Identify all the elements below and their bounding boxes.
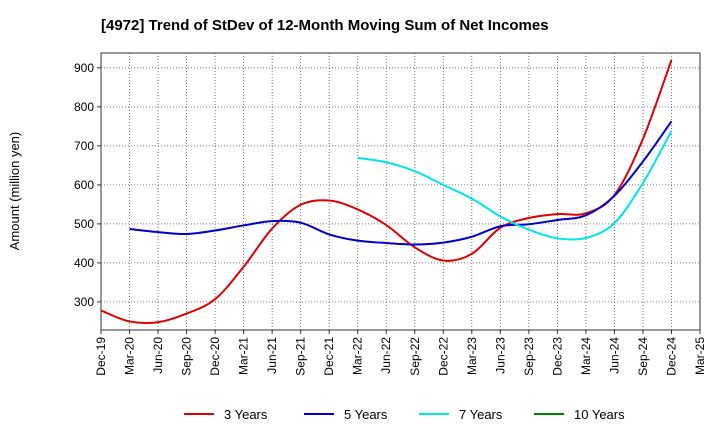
y-tick-label: 600 [74,178,94,192]
x-tick-label: Mar-20 [123,337,137,375]
x-axis: Dec-19 Mar-20 Jun-20 Sep-20 Dec-20 Mar-21 Jun-… [94,330,707,376]
x-tick-label: Mar-22 [351,337,365,375]
x-tick-label: Dec-22 [436,337,450,376]
x-tick-label: Sep-22 [408,337,422,376]
x-tick-label: Mar-24 [579,337,593,375]
chart-title: [4972] Trend of StDev of 12-Month Moving… [101,17,549,34]
x-tick-label: Dec-21 [322,337,336,376]
x-tick-label: Dec-23 [550,337,564,376]
x-tick-label: Dec-20 [208,337,222,376]
x-tick-label: Dec-19 [94,337,108,376]
series-line-7-years [357,130,673,241]
legend: 3 Years 5 Years 7 Years 10 Years [184,407,625,422]
legend-label: 7 Years [459,407,503,422]
x-tick-label: Sep-21 [294,337,308,376]
y-tick-label: 900 [74,61,94,75]
legend-label: 10 Years [574,407,625,422]
y-tick-label: 300 [74,295,94,309]
x-tick-label: Sep-23 [522,337,536,376]
x-tick-label: Sep-24 [636,337,650,376]
grid [101,53,700,330]
legend-label: 3 Years [224,407,268,422]
y-axis-label: Amount (million yen) [7,132,22,251]
x-tick-label: Jun-21 [265,337,279,374]
series-lines [100,59,673,325]
x-tick-label: Jun-24 [607,337,621,374]
y-tick-label: 400 [74,256,94,270]
x-tick-label: Jun-22 [379,337,393,374]
y-tick-label: 500 [74,217,94,231]
plot-area [100,52,701,331]
y-tick-label: 700 [74,139,94,153]
x-tick-label: Mar-25 [693,337,707,375]
x-tick-label: Mar-21 [237,337,251,375]
y-tick-label: 800 [74,100,94,114]
x-tick-label: Jun-20 [151,337,165,374]
legend-label: 5 Years [344,407,388,422]
x-tick-label: Mar-23 [465,337,479,375]
x-tick-label: Dec-24 [664,337,678,376]
y-axis: 300 400 500 600 700 800 900 [74,61,101,309]
x-tick-label: Sep-20 [180,337,194,376]
series-line-3-years [100,59,673,325]
x-tick-label: Jun-23 [493,337,507,374]
series-line-5-years [129,120,673,246]
